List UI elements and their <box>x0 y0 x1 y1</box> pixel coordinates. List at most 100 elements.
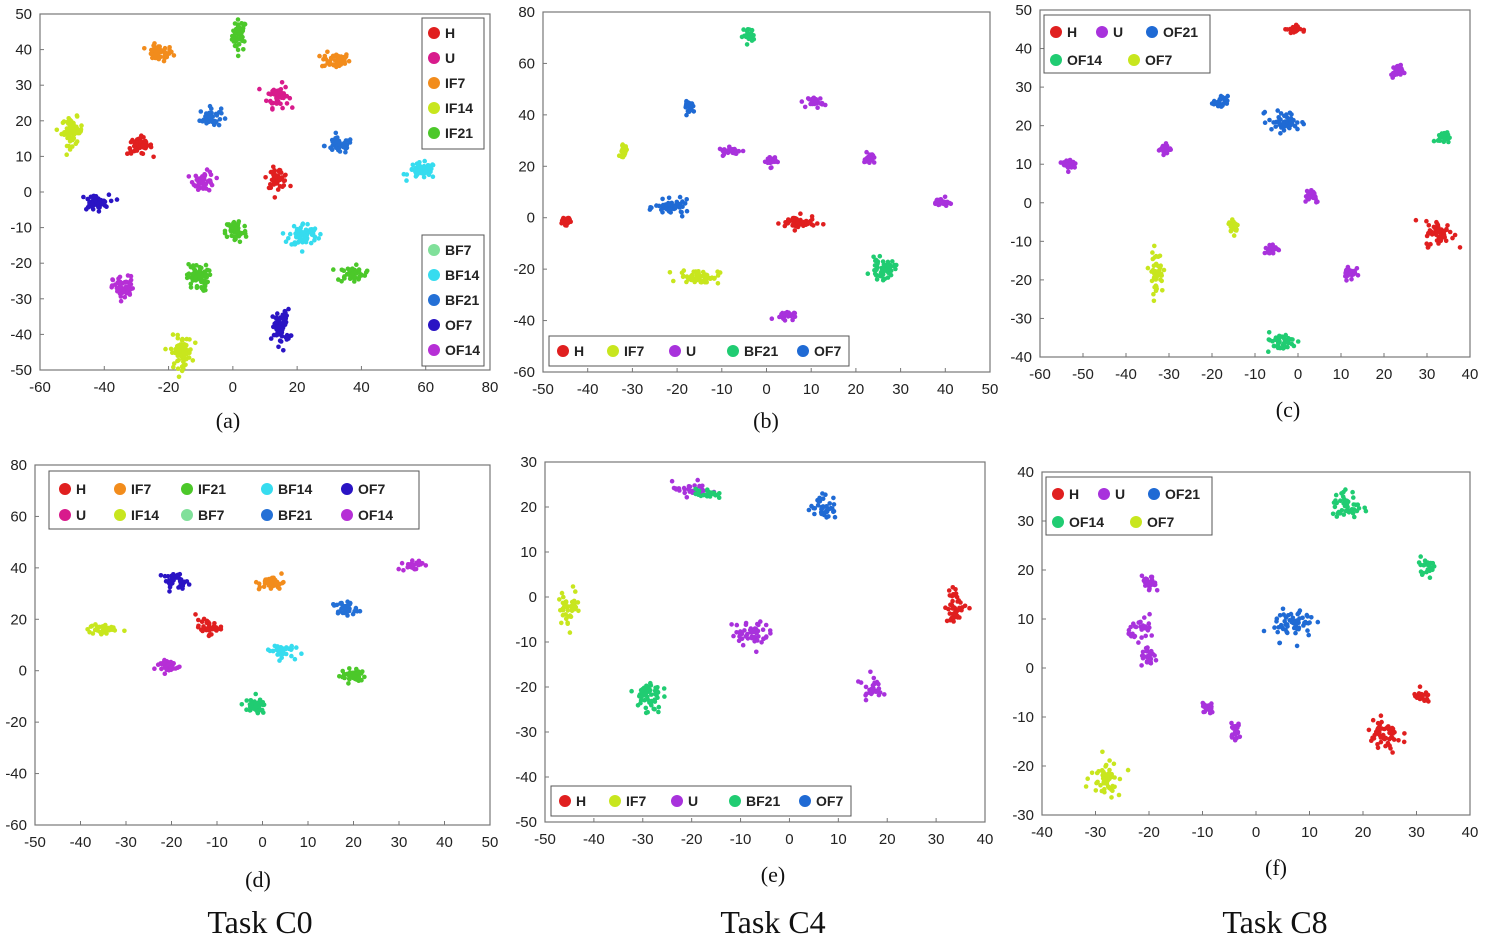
data-point <box>194 177 200 183</box>
cluster <box>1416 554 1437 580</box>
data-point <box>152 52 158 57</box>
data-point <box>1394 64 1399 70</box>
data-point <box>261 584 267 589</box>
data-point <box>103 625 108 631</box>
data-point <box>1273 124 1278 129</box>
legend: HU IF7 IF14 IF21 <box>421 17 485 150</box>
data-point <box>798 211 803 216</box>
data-point <box>347 666 352 671</box>
data-point <box>761 636 766 641</box>
data-point <box>208 172 214 178</box>
data-point <box>620 146 625 152</box>
cluster <box>1413 217 1463 250</box>
data-point <box>1375 720 1381 726</box>
legend-box <box>48 470 420 530</box>
data-point <box>275 187 281 192</box>
legend: H IF7 U BF21 OF7 <box>550 785 852 817</box>
data-point <box>1152 243 1157 249</box>
data-point <box>1262 120 1268 125</box>
data-point <box>235 232 241 238</box>
data-point <box>199 627 204 632</box>
data-point <box>1351 502 1356 507</box>
legend-label: H <box>574 343 584 359</box>
data-point <box>1281 119 1287 125</box>
x-tick-label: -50 <box>532 381 554 398</box>
data-point <box>656 704 662 710</box>
data-point <box>199 286 205 291</box>
y-tick-label: 10 <box>1015 156 1032 173</box>
legend-marker <box>428 294 440 306</box>
legend-label: OF14 <box>358 507 393 523</box>
data-point <box>362 674 367 680</box>
data-point <box>1349 507 1355 512</box>
data-point <box>283 84 288 90</box>
data-point <box>175 366 181 372</box>
data-point <box>279 333 285 339</box>
data-point <box>268 92 274 97</box>
data-point <box>1294 643 1300 649</box>
data-point <box>237 239 243 245</box>
y-tick-label: 10 <box>1017 611 1034 628</box>
data-point <box>870 683 876 688</box>
data-point <box>1140 655 1146 661</box>
data-point <box>827 501 832 506</box>
data-point <box>1093 788 1099 793</box>
data-point <box>1362 505 1367 511</box>
data-point <box>563 599 569 604</box>
data-point <box>272 643 278 649</box>
data-point <box>333 130 339 136</box>
data-point <box>1342 496 1347 502</box>
data-point <box>232 43 238 49</box>
data-point <box>570 584 576 589</box>
y-tick-label: 40 <box>10 560 27 577</box>
data-point <box>344 52 349 57</box>
data-point <box>782 223 788 229</box>
legend-marker <box>609 795 621 807</box>
data-point <box>576 608 581 614</box>
x-tick-label: 10 <box>830 831 847 848</box>
data-point <box>744 33 749 38</box>
data-point <box>207 268 212 273</box>
data-point <box>1270 246 1276 251</box>
data-point <box>81 194 86 200</box>
legend-marker <box>181 483 193 495</box>
data-point <box>1434 219 1439 225</box>
data-point <box>812 506 818 511</box>
data-point <box>1094 780 1099 786</box>
data-point <box>1160 147 1166 152</box>
data-point <box>742 628 747 633</box>
x-tick-label: -10 <box>1244 366 1266 383</box>
data-point <box>786 218 791 223</box>
data-point <box>1402 731 1407 736</box>
data-point <box>1271 120 1276 125</box>
data-point <box>679 214 685 219</box>
data-point <box>749 27 755 33</box>
cluster <box>683 98 697 118</box>
data-point <box>1378 739 1384 745</box>
data-point <box>1431 138 1437 144</box>
data-point <box>763 622 769 628</box>
data-point <box>1295 126 1300 132</box>
data-point <box>65 132 71 137</box>
data-point <box>1418 562 1423 568</box>
data-point <box>1156 148 1162 153</box>
data-point <box>217 626 222 631</box>
data-point <box>127 283 132 288</box>
data-point <box>1289 341 1295 347</box>
data-point <box>1301 121 1306 127</box>
data-point <box>277 88 282 94</box>
data-point <box>1293 22 1299 28</box>
data-point <box>291 223 297 229</box>
data-point <box>748 630 754 635</box>
data-point <box>276 651 282 657</box>
data-point <box>755 621 760 627</box>
data-point <box>820 496 826 502</box>
data-point <box>284 101 290 106</box>
data-point <box>218 106 224 111</box>
data-point <box>1427 228 1433 233</box>
data-point <box>950 611 956 617</box>
data-point <box>1375 745 1381 751</box>
data-point <box>1288 337 1293 342</box>
y-tick-label: 20 <box>10 611 27 628</box>
data-point <box>171 661 176 666</box>
